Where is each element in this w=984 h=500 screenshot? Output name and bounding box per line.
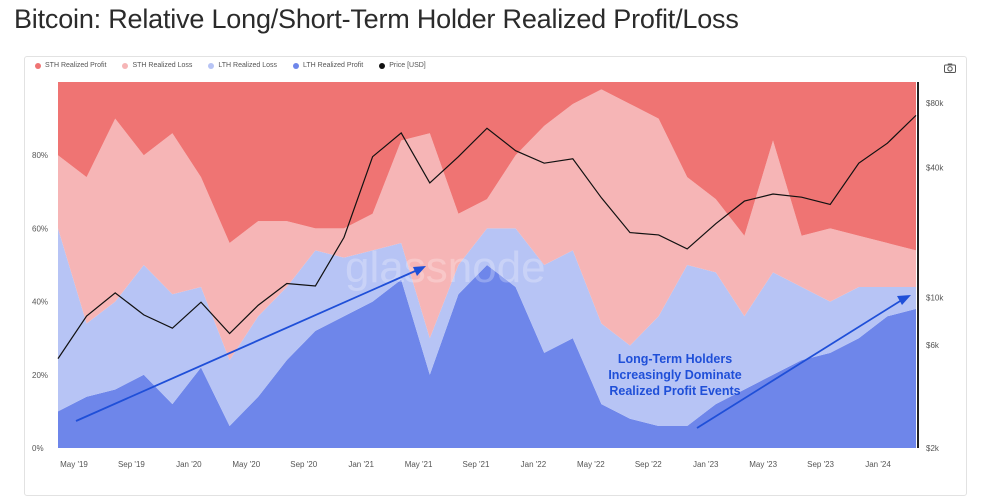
legend-dot (379, 62, 386, 69)
x-tick-label: Jan '23 (693, 460, 719, 469)
annotation-line-3: Realized Profit Events (609, 384, 740, 398)
y-axis-left: 0% 20% 40% 60% 80% (32, 151, 48, 453)
legend-label: LTH Realized Loss (218, 62, 278, 69)
legend-label: LTH Realized Profit (303, 62, 364, 69)
legend-dot (208, 62, 215, 69)
trend-arrow-left (75, 267, 423, 422)
y-right-tick-label: $2k (926, 444, 940, 453)
x-tick-label: May '21 (405, 460, 433, 469)
y-right-tick-label: $40k (926, 164, 944, 173)
annotation-line-2: Increasingly Dominate (608, 368, 741, 382)
x-tick-label: Sep '21 (463, 460, 490, 469)
y-right-tick-label: $6k (926, 341, 940, 350)
legend-item-sth-profit[interactable]: STH Realized Profit (35, 62, 106, 69)
x-tick-label: May '19 (60, 460, 88, 469)
area-lth-realized-loss (58, 228, 916, 427)
legend-item-sth-loss[interactable]: STH Realized Loss (122, 62, 192, 69)
legend-dot (35, 62, 41, 69)
y-left-tick-label: 80% (32, 151, 48, 160)
legend-label: STH Realized Profit (45, 62, 107, 69)
legend-label: STH Realized Loss (132, 62, 193, 69)
x-tick-label: May '20 (232, 460, 260, 469)
x-tick-label: Sep '22 (635, 460, 662, 469)
x-tick-label: Jan '24 (865, 460, 891, 469)
legend-item-lth-loss[interactable]: LTH Realized Loss (208, 62, 277, 69)
area-sth-realized-loss (58, 89, 916, 361)
legend-dot (122, 62, 129, 69)
price-line (57, 114, 917, 359)
y-right-tick-label: $10k (926, 293, 944, 302)
x-tick-label: Jan '22 (521, 460, 547, 469)
camera-icon[interactable] (944, 63, 956, 73)
x-tick-label: Jan '20 (176, 460, 202, 469)
legend-label: Price [USD] (389, 62, 426, 69)
x-tick-label: May '22 (577, 460, 605, 469)
legend-item-lth-profit[interactable]: LTH Realized Profit (293, 62, 363, 69)
annotation-text: Long-Term Holders Increasingly Dominate … (608, 352, 741, 398)
chart-legend: STH Realized Profit STH Realized Loss LT… (35, 62, 426, 69)
arrowhead-right (897, 295, 911, 305)
x-tick-label: Sep '20 (290, 460, 317, 469)
x-axis: May '19 Sep '19 Jan '20 May '20 Sep '20 Jan '… (60, 460, 891, 469)
page-title: Bitcoin: Relative Long/Short-Term Holder… (14, 4, 739, 34)
y-left-tick-label: 20% (32, 371, 48, 380)
stacked-areas (58, 82, 916, 448)
y-left-tick-label: 60% (32, 224, 48, 233)
trend-arrow-right (696, 297, 906, 429)
arrowhead-left (413, 266, 426, 276)
y-right-tick-label: $80k (926, 99, 944, 108)
legend-dot (293, 62, 300, 69)
trend-arrows (75, 266, 911, 429)
area-sth-realized-profit (58, 82, 916, 251)
y-left-tick-label: 40% (32, 298, 48, 307)
x-tick-label: May '23 (749, 460, 777, 469)
annotation-line-1: Long-Term Holders (618, 352, 732, 366)
x-tick-label: Jan '21 (348, 460, 374, 469)
x-tick-label: Sep '19 (118, 460, 145, 469)
legend-item-price[interactable]: Price [USD] (379, 62, 426, 69)
y-left-tick-label: 0% (32, 444, 44, 453)
watermark-logo: glassnode (345, 243, 546, 292)
x-tick-label: Sep '23 (807, 460, 834, 469)
y-axis-right: $2k $6k $10k $40k $80k (926, 99, 944, 453)
area-lth-realized-profit (58, 265, 916, 448)
